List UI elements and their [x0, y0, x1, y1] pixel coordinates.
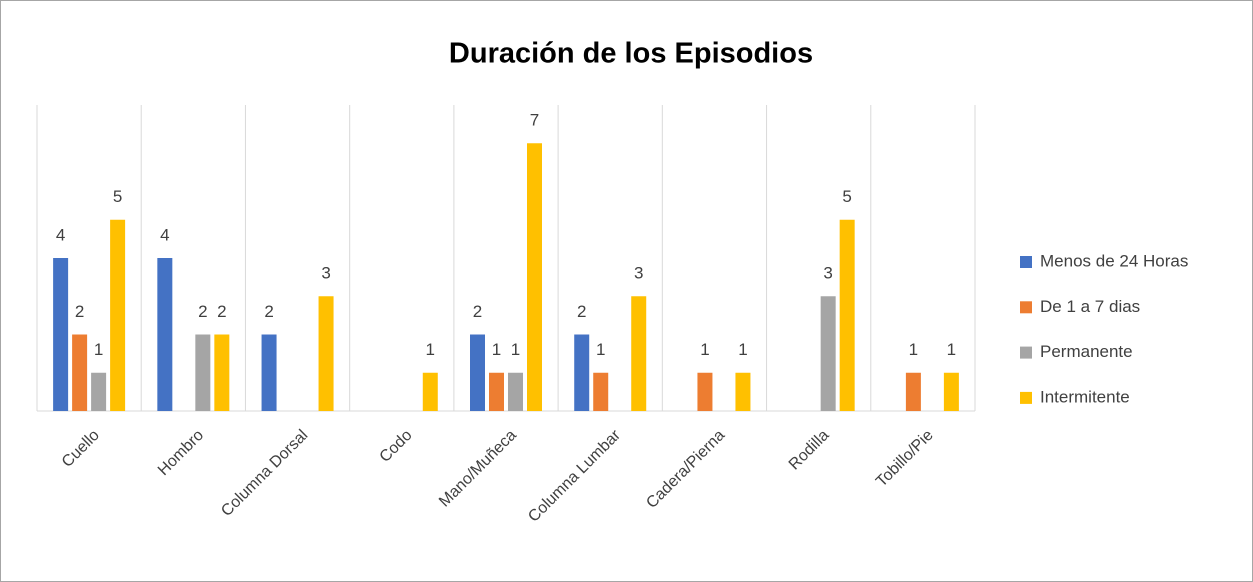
- bar: [574, 334, 590, 411]
- data-label: 1: [700, 340, 709, 359]
- data-label: 2: [264, 302, 273, 321]
- data-label: 2: [217, 302, 226, 321]
- data-label: 2: [473, 302, 482, 321]
- data-label: 3: [634, 264, 643, 283]
- bar: [53, 258, 69, 411]
- bar: [72, 334, 88, 411]
- chart-title: Duración de los Episodios: [449, 38, 813, 70]
- bar: [214, 334, 230, 411]
- bar: [508, 372, 523, 411]
- bar: [489, 372, 504, 411]
- bar: [261, 334, 277, 411]
- data-label: 1: [909, 340, 918, 359]
- data-label: 1: [492, 340, 501, 359]
- legend-swatch: [1020, 391, 1032, 404]
- bar: [943, 372, 959, 411]
- data-label: 3: [321, 264, 330, 283]
- bar: [905, 372, 921, 411]
- data-label: 7: [530, 111, 539, 130]
- data-label: 1: [947, 340, 956, 359]
- data-label: 1: [94, 340, 103, 359]
- legend-swatch: [1020, 256, 1032, 268]
- bar: [470, 334, 485, 411]
- bar: [422, 372, 438, 411]
- data-label: 1: [596, 340, 605, 359]
- data-label: 1: [511, 340, 520, 359]
- data-label: 2: [198, 302, 207, 321]
- data-label: 5: [842, 187, 851, 206]
- legend-label: Permanente: [1040, 342, 1133, 361]
- legend-label: Menos de 24 Horas: [1040, 251, 1188, 270]
- bar: [593, 372, 609, 411]
- bar: [697, 372, 713, 411]
- bar: [157, 258, 173, 411]
- data-label: 1: [426, 340, 435, 359]
- bar: [110, 219, 126, 411]
- bar: [631, 296, 647, 411]
- data-label: 3: [823, 264, 832, 283]
- bar: [318, 296, 334, 411]
- data-label: 2: [75, 302, 84, 321]
- bar: [527, 143, 542, 411]
- bar: [195, 334, 211, 411]
- data-label: 4: [160, 225, 169, 244]
- legend-label: Intermitente: [1040, 387, 1130, 406]
- bar: [839, 219, 855, 411]
- bar: [735, 372, 751, 411]
- data-label: 2: [577, 302, 586, 321]
- data-label: 4: [56, 225, 65, 244]
- bar: [820, 296, 836, 411]
- bar: [91, 372, 107, 411]
- legend-swatch: [1020, 301, 1032, 314]
- legend-swatch: [1020, 346, 1032, 359]
- data-label: 5: [113, 187, 122, 206]
- legend-label: De 1 a 7 dias: [1040, 297, 1140, 316]
- data-label: 1: [738, 340, 747, 359]
